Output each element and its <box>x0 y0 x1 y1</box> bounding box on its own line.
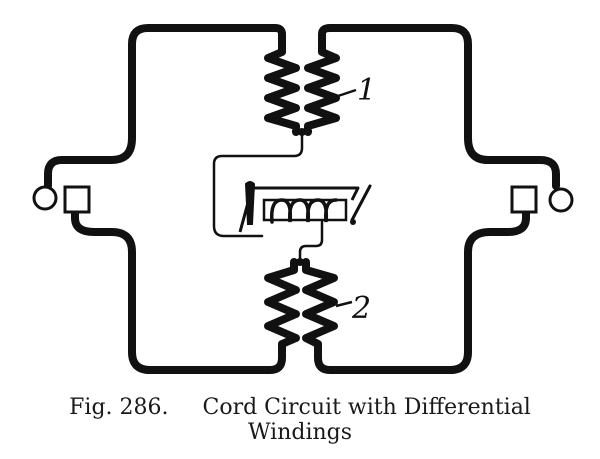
lower-right-conductor <box>314 208 530 374</box>
relay-armature <box>350 184 372 222</box>
coil-2-midpoint-wire <box>298 220 324 264</box>
relay-contact <box>350 219 356 225</box>
coil-2-label-leader <box>335 300 353 308</box>
relay-winding <box>269 198 338 224</box>
coil-1-label-leader <box>337 88 357 98</box>
upper-right-conductor <box>318 24 560 190</box>
figure-caption-line-2: Windings <box>247 420 353 445</box>
coil-2-left-winding <box>264 258 300 354</box>
coil-1-left-winding <box>264 38 300 136</box>
left-plug-sleeve <box>63 185 91 214</box>
cord-circuit-diagram: 1 2 <box>32 24 574 374</box>
relay-frame <box>238 186 360 233</box>
left-plug-tip <box>32 185 58 211</box>
figure-number: Fig. 286. <box>69 395 169 420</box>
coil-1-midpoint-wire <box>212 130 304 238</box>
caption-title: Cord Circuit with Differential <box>202 395 531 420</box>
coil-2-label: 2 <box>351 291 371 326</box>
coil-1-junction <box>298 128 306 136</box>
figure-caption-line-1: Fig. 286. Cord Circuit with Differential <box>0 397 600 419</box>
relay <box>238 181 372 233</box>
coil-1-right-winding <box>304 38 340 136</box>
lower-left-conductor <box>71 208 286 374</box>
right-plug-sleeve <box>510 185 538 214</box>
relay-lamp <box>244 181 256 225</box>
right-plug-tip <box>548 187 574 213</box>
upper-left-conductor <box>44 24 286 190</box>
coil-2-right-winding <box>302 258 338 354</box>
coil-2-junction <box>296 258 304 266</box>
coil-1-label: 1 <box>357 73 376 108</box>
